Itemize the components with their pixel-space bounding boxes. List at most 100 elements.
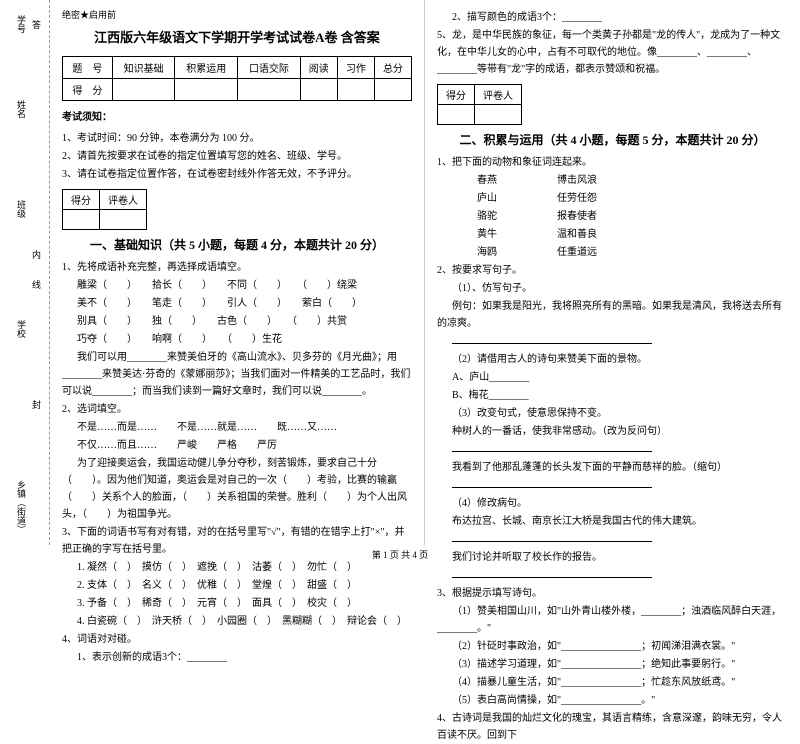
pair: 春燕 博击风浪 — [437, 172, 788, 189]
q3-line: 2. 支体（ ） 名义（ ） 优稚（ ） 堂煌（ ） 甜盛（ ） — [62, 577, 412, 594]
q5: 5、龙，是中华民族的象征，每一个类黄子孙都是"龙的传人"，龙成为了一种文化，在中… — [437, 27, 788, 78]
sidebar-label-name: 姓名 — [15, 100, 28, 118]
blank — [452, 568, 652, 578]
q3d: （4）描暴儿童生活，如"________________；忙趁东风放纸鸢。" — [437, 674, 788, 691]
binding-sidebar: 答 学号 姓名 班级 内 学校 线 封 乡镇（街道） — [0, 0, 50, 545]
q1: 1、把下面的动物和象征词连起来。 — [437, 154, 788, 171]
notice-item: 3、请在试卷指定位置作答，在试卷密封线外作答无效，不予评分。 — [62, 166, 412, 183]
q1-line: 巧夺（ ） 响啊（ ） （ ）生花 — [62, 331, 412, 348]
q3a: （1）赞美相国山川，如"山外青山楼外楼，________；浊酒临风醉白天涯，__… — [437, 603, 788, 637]
td — [63, 210, 100, 230]
q4: 4、古诗词是我国的灿烂文化的瑰宝，其语言精练，含意深邃，韵味无穷，令人百读不厌。… — [437, 710, 788, 744]
score-table: 题 号 知识基础 积累运用 口语交际 阅读 习作 总分 得 分 — [62, 56, 412, 101]
td: 评卷人 — [100, 190, 147, 210]
q2g1: 布达拉宫、长城、南京长江大桥是我国古代的伟大建筑。 — [437, 513, 788, 530]
pair: 黄牛 温和善良 — [437, 226, 788, 243]
marker-table: 得分评卷人 — [437, 84, 522, 125]
q3-line: 4. 白瓷碗（ ） 浒天桥（ ） 小园圈（ ） 黑糊糊（ ） 辩论会（ ） — [62, 613, 412, 630]
td: 得分 — [63, 190, 100, 210]
th: 积累运用 — [175, 57, 238, 79]
section1-title: 一、基础知识（共 5 小题，每题 4 分，本题共计 20 分） — [62, 236, 412, 253]
q3b: （2）针砭时事政治，如"________________；初闻涕泪满衣裳。" — [437, 638, 788, 655]
pair: 骆驼 报春使者 — [437, 208, 788, 225]
q1-text: 我们可以用________来赞美伯牙的《高山流水》、贝多芬的《月光曲》；用___… — [62, 349, 412, 400]
td — [300, 79, 337, 101]
section2-title: 二、积累与运用（共 4 小题，每题 5 分，本题共计 20 分） — [437, 131, 788, 148]
q2c: （2）请借用古人的诗句来赞美下面的景物。 — [437, 351, 788, 368]
q4-line: 1、表示创新的成语3个：________ — [62, 649, 412, 666]
q3-line: 3. 予备（ ） 稀奇（ ） 元宵（ ） 面具（ ） 校灾（ ） — [62, 595, 412, 612]
td: 评卷人 — [475, 85, 522, 105]
q2d: （3）改变句式，使意思保持不变。 — [437, 405, 788, 422]
right-column: 2、描写颜色的成语3个：________ 5、龙，是中华民族的象征，每一个类黄子… — [425, 0, 800, 545]
q2d1: 种树人的一番话，使我非常感动。（改为反问句） — [437, 423, 788, 440]
sidebar-label-xuehao: 学号 — [15, 15, 28, 33]
th: 知识基础 — [112, 57, 175, 79]
blank-line — [437, 441, 788, 458]
q1: 1、先将成语补充完整，再选择成语填空。 — [62, 259, 412, 276]
q3: 3、根据提示填写诗句。 — [437, 585, 788, 602]
q2: 2、按要求写句子。 — [437, 262, 788, 279]
sidebar-label-town: 乡镇（街道） — [15, 480, 28, 534]
notice-item: 2、请首先按要求在试卷的指定位置填写您的姓名、班级、学号。 — [62, 148, 412, 165]
q2a: （1）、仿写句子。 — [437, 280, 788, 297]
td — [438, 105, 475, 125]
th: 总分 — [374, 57, 411, 79]
q3-line: 1. 凝然（ ） 摸仿（ ） 遮挽（ ） 沽萎（ ） 勿忙（ ） — [62, 559, 412, 576]
q2c2: B、梅花________ — [437, 387, 788, 404]
th: 阅读 — [300, 57, 337, 79]
q2e: 我看到了他那乱蓬蓬的长头发下面的平静而慈祥的脸。（缩句） — [437, 459, 788, 476]
td — [374, 79, 411, 101]
pair: 海鸥 任重道远 — [437, 244, 788, 261]
sidebar-dots: 答 — [30, 20, 43, 29]
exam-title: 江西版六年级语文下学期开学考试试卷A卷 含答案 — [62, 27, 412, 46]
blank-line — [437, 531, 788, 548]
q2-line: 不是……而是…… 不是……就是…… 既……又…… — [62, 419, 412, 436]
content-area: 绝密★启用前 江西版六年级语文下学期开学考试试卷A卷 含答案 题 号 知识基础 … — [50, 0, 800, 545]
blank — [452, 442, 652, 452]
sidebar-cut: 线 — [30, 280, 43, 289]
blank-line — [437, 333, 788, 350]
table-row: 得 分 — [63, 79, 412, 101]
blank-line — [437, 567, 788, 584]
q1-line: 别具（ ） 独（ ） 古色（ ） （ ）共赏 — [62, 313, 412, 330]
q1-line: 美不（ ） 笔走（ ） 引人（ ） 萦白（ ） — [62, 295, 412, 312]
sidebar-fold: 封 — [30, 400, 43, 409]
notice-head: 考试须知： — [62, 109, 412, 126]
th: 口语交际 — [238, 57, 301, 79]
td: 得 分 — [63, 79, 113, 101]
marker-table: 得分评卷人 — [62, 189, 147, 230]
td — [100, 210, 147, 230]
table-row: 题 号 知识基础 积累运用 口语交际 阅读 习作 总分 — [63, 57, 412, 79]
q4b: 2、描写颜色的成语3个：________ — [437, 9, 788, 26]
th: 习作 — [337, 57, 374, 79]
q4: 4、词语对对碰。 — [62, 631, 412, 648]
page-footer: 第 1 页 共 4 页 — [0, 548, 800, 561]
q2-text: 为了迎接奥运会，我国运动健儿争分夺秒，刻苦锻炼，要求自己十分（ ）。因为他们知道… — [62, 455, 412, 523]
sidebar-inner: 内 — [30, 250, 43, 259]
secrecy-tag: 绝密★启用前 — [62, 8, 412, 21]
td — [475, 105, 522, 125]
sidebar-label-school: 学校 — [15, 320, 28, 338]
td — [112, 79, 175, 101]
left-column: 绝密★启用前 江西版六年级语文下学期开学考试试卷A卷 含答案 题 号 知识基础 … — [50, 0, 425, 545]
td — [337, 79, 374, 101]
q2c1: A、庐山________ — [437, 369, 788, 386]
blank — [452, 334, 652, 344]
td: 得分 — [438, 85, 475, 105]
blank-line — [437, 477, 788, 494]
pair: 庐山 任劳任怨 — [437, 190, 788, 207]
td — [175, 79, 238, 101]
q1-line: 雕梁（ ） 拾长（ ） 不同（ ） （ ）绕梁 — [62, 277, 412, 294]
th: 题 号 — [63, 57, 113, 79]
blank — [452, 532, 652, 542]
q3c: （3）描述学习道理，如"________________；绝知此事要躬行。" — [437, 656, 788, 673]
notice-item: 1、考试时间：90 分钟，本卷满分为 100 分。 — [62, 130, 412, 147]
q2-line: 不仅……而且…… 严峻 严格 严厉 — [62, 437, 412, 454]
q3e: （5）表白高尚情操，如"________________。" — [437, 692, 788, 709]
blank — [452, 478, 652, 488]
q2b: 例句：如果我是阳光，我将照亮所有的黑暗。如果我是清风，我将送去所有的凉爽。 — [437, 298, 788, 332]
sidebar-label-class: 班级 — [15, 200, 28, 218]
page: 答 学号 姓名 班级 内 学校 线 封 乡镇（街道） 绝密★启用前 江西版六年级… — [0, 0, 800, 545]
q2g: （4）修改病句。 — [437, 495, 788, 512]
